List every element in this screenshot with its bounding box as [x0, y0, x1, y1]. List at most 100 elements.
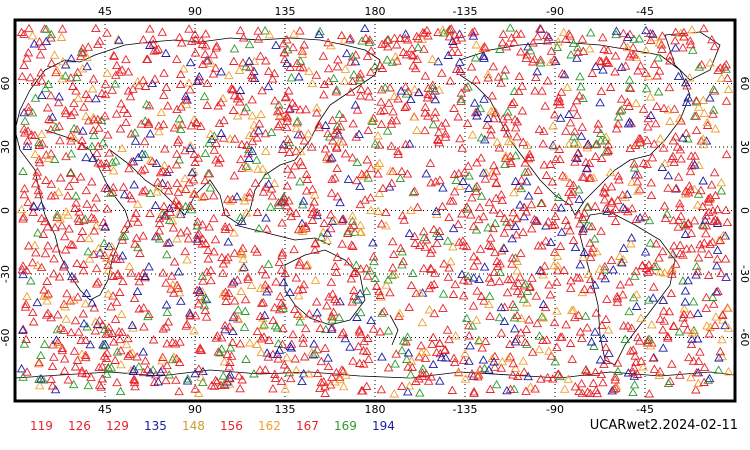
- station-marker: [659, 306, 669, 315]
- station-marker: [103, 327, 114, 336]
- station-marker: [301, 221, 311, 230]
- station-marker: [456, 94, 466, 103]
- station-marker: [110, 314, 121, 323]
- station-marker: [34, 357, 44, 367]
- station-marker: [140, 272, 150, 282]
- station-marker: [570, 152, 581, 162]
- station-marker: [79, 102, 89, 111]
- station-marker: [369, 256, 379, 266]
- station-marker: [260, 182, 271, 191]
- station-marker: [590, 201, 600, 210]
- station-marker: [218, 259, 229, 268]
- station-marker: [520, 167, 531, 176]
- station-marker: [605, 167, 616, 177]
- station-marker: [556, 87, 567, 96]
- station-marker: [610, 216, 621, 225]
- station-marker: [550, 56, 561, 66]
- station-marker: [547, 177, 558, 186]
- station-marker: [451, 64, 462, 74]
- station-marker: [401, 101, 412, 110]
- station-marker: [471, 40, 482, 49]
- station-marker: [301, 186, 312, 195]
- station-marker: [200, 305, 211, 315]
- station-marker: [574, 194, 585, 203]
- station-marker: [712, 204, 723, 214]
- station-marker: [681, 97, 692, 106]
- station-marker: [400, 82, 411, 91]
- station-marker: [107, 85, 117, 94]
- station-marker: [80, 335, 91, 344]
- station-marker: [633, 170, 644, 179]
- station-marker: [161, 322, 171, 331]
- station-marker: [165, 207, 175, 216]
- station-marker: [658, 343, 668, 352]
- station-marker: [410, 63, 421, 73]
- station-marker: [570, 126, 580, 136]
- station-marker: [685, 36, 695, 45]
- station-marker: [583, 139, 593, 148]
- station-marker: [406, 205, 416, 215]
- station-marker: [68, 379, 79, 389]
- station-marker: [272, 106, 283, 116]
- station-marker: [93, 157, 104, 167]
- station-marker: [355, 227, 366, 237]
- station-marker: [647, 319, 657, 329]
- station-marker: [450, 357, 460, 367]
- station-marker: [627, 177, 637, 186]
- station-marker: [57, 73, 67, 83]
- station-marker: [205, 183, 216, 192]
- station-marker: [350, 227, 360, 236]
- station-marker: [693, 253, 704, 262]
- station-marker: [298, 368, 309, 378]
- station-marker: [539, 160, 549, 169]
- station-marker: [623, 206, 633, 216]
- station-marker: [115, 124, 126, 133]
- station-marker: [352, 105, 363, 114]
- station-marker: [298, 62, 308, 72]
- station-marker: [171, 159, 182, 169]
- station-marker: [311, 297, 322, 306]
- station-marker: [518, 227, 528, 236]
- station-marker: [154, 234, 165, 243]
- station-marker: [477, 343, 487, 352]
- station-marker: [701, 303, 711, 312]
- station-marker: [343, 174, 354, 183]
- station-marker: [675, 240, 685, 249]
- station-marker: [71, 86, 81, 95]
- station-marker: [316, 377, 326, 387]
- station-marker: [682, 325, 693, 334]
- station-marker: [161, 48, 171, 57]
- station-marker: [541, 335, 552, 344]
- station-marker: [463, 161, 473, 170]
- station-marker: [534, 331, 545, 340]
- station-marker: [188, 166, 199, 176]
- station-marker: [297, 160, 308, 170]
- station-marker: [197, 271, 208, 280]
- station-marker: [527, 273, 537, 282]
- station-marker: [261, 56, 271, 65]
- station-marker: [229, 43, 240, 53]
- station-marker: [43, 79, 54, 88]
- station-marker: [193, 153, 204, 162]
- station-marker: [538, 139, 548, 148]
- station-marker: [370, 61, 380, 71]
- station-marker: [460, 374, 471, 383]
- station-marker: [622, 42, 633, 52]
- station-marker: [101, 369, 112, 378]
- station-marker: [484, 291, 495, 300]
- station-marker: [357, 36, 367, 45]
- station-marker: [459, 167, 470, 176]
- station-marker: [101, 158, 112, 168]
- station-marker: [129, 293, 140, 303]
- station-marker: [602, 146, 613, 156]
- station-marker: [334, 372, 345, 382]
- station-marker: [159, 68, 169, 77]
- station-marker: [363, 86, 373, 95]
- station-marker: [332, 121, 343, 130]
- station-marker: [81, 89, 91, 99]
- station-marker: [361, 33, 371, 42]
- station-marker: [190, 157, 200, 166]
- station-marker: [84, 254, 95, 263]
- station-marker: [618, 202, 629, 212]
- station-marker: [157, 27, 168, 36]
